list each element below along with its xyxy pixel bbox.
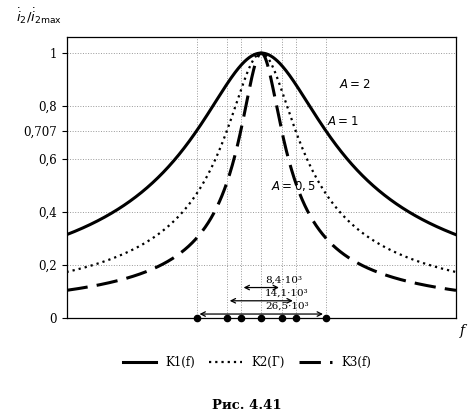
Text: $A = 2$: $A = 2$	[339, 78, 370, 91]
Legend: K1(f), K2(Г), K3(f): K1(f), K2(Г), K3(f)	[118, 351, 376, 374]
Text: 26,5·10³: 26,5·10³	[265, 302, 309, 311]
Text: $\dot{i}_2 / \dot{i}_{2\mathrm{max}}$: $\dot{i}_2 / \dot{i}_{2\mathrm{max}}$	[16, 6, 62, 26]
Text: Рис. 4.41: Рис. 4.41	[212, 399, 282, 412]
Text: f: f	[460, 324, 465, 337]
Text: $A = 0,5$: $A = 0,5$	[271, 178, 316, 192]
Text: 8,4·10³: 8,4·10³	[265, 275, 302, 285]
Text: $A = 1$: $A = 1$	[327, 116, 359, 128]
Text: 14,1·10³: 14,1·10³	[265, 289, 309, 298]
